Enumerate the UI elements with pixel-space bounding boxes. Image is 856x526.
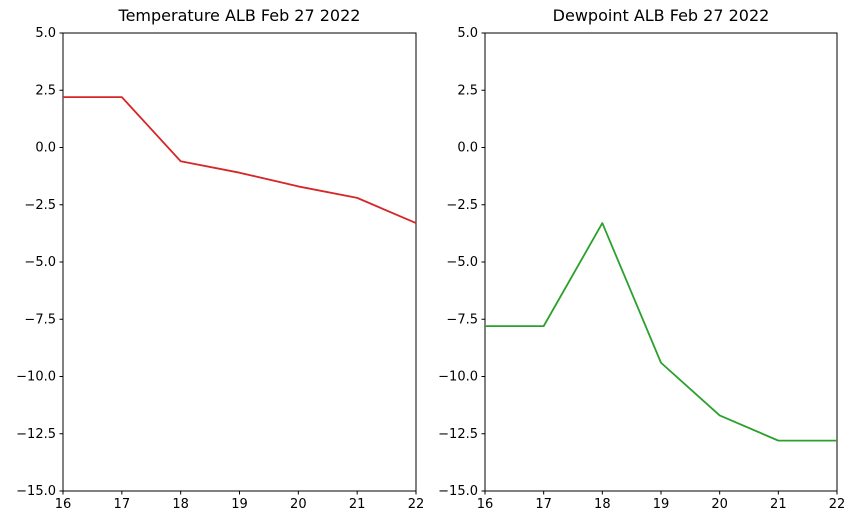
- x-tick-label: 19: [231, 497, 248, 512]
- x-tick-label: 21: [770, 497, 787, 512]
- y-tick-label: −2.5: [446, 198, 478, 213]
- axes-frame: [62, 32, 417, 492]
- y-tick-label: −2.5: [24, 198, 56, 213]
- y-tick-label: −5.0: [24, 255, 56, 270]
- x-tick-label: 17: [535, 497, 552, 512]
- x-tick-label: 16: [55, 497, 72, 512]
- dewpoint-chart-title: Dewpoint ALB Feb 27 2022: [552, 6, 770, 25]
- y-tick-label: −5.0: [446, 255, 478, 270]
- temperature-chart: Temperature ALB Feb 27 2022 5.0 2.5 0.0 −2.…: [16, 6, 425, 512]
- y-tick-label: 0.0: [35, 141, 56, 156]
- x-tick-label: 20: [711, 497, 728, 512]
- y-tick-label: −10.0: [16, 370, 56, 385]
- dewpoint-chart: Dewpoint ALB Feb 27 2022 5.0 2.5 0.0 −2.5 −5…: [428, 0, 856, 526]
- temperature-line: [63, 96, 417, 224]
- x-tick-label: 17: [114, 497, 131, 512]
- x-tick-label: 22: [829, 497, 846, 512]
- x-tick-label: 18: [594, 497, 611, 512]
- y-tick-label: 5.0: [35, 26, 56, 41]
- dewpoint-line: [485, 222, 837, 442]
- y-tick-label: 2.5: [457, 83, 478, 98]
- x-tick-label: 22: [408, 497, 425, 512]
- y-tick-label: 0.0: [457, 141, 478, 156]
- temperature-chart-title: Temperature ALB Feb 27 2022: [118, 6, 361, 25]
- y-tick-label: −10.0: [438, 370, 478, 385]
- x-tick-label: 18: [172, 497, 189, 512]
- x-tick-label: 16: [477, 497, 494, 512]
- x-tick-label: 19: [653, 497, 670, 512]
- temperature-plot-svg: 5.0 2.5 0.0 −2.5 −5.0 −7.5 −10.0 −12.5 −15.016 17…: [16, 26, 425, 512]
- y-tick-label: −7.5: [446, 312, 478, 327]
- y-tick-label: 5.0: [457, 26, 478, 41]
- x-tick-label: 21: [349, 497, 366, 512]
- x-tick-label: 20: [290, 497, 307, 512]
- y-tick-label: −12.5: [16, 427, 56, 442]
- axes-frame: [484, 32, 838, 492]
- y-tick-label: −15.0: [16, 484, 56, 499]
- y-tick-label: −15.0: [438, 484, 478, 499]
- y-tick-label: −12.5: [438, 427, 478, 442]
- dewpoint-plot-svg: 5.0 2.5 0.0 −2.5 −5.0 −7.5 −10.0 −12.5 −15.016 17…: [438, 26, 846, 512]
- y-tick-label: 2.5: [35, 83, 56, 98]
- y-tick-label: −7.5: [24, 312, 56, 327]
